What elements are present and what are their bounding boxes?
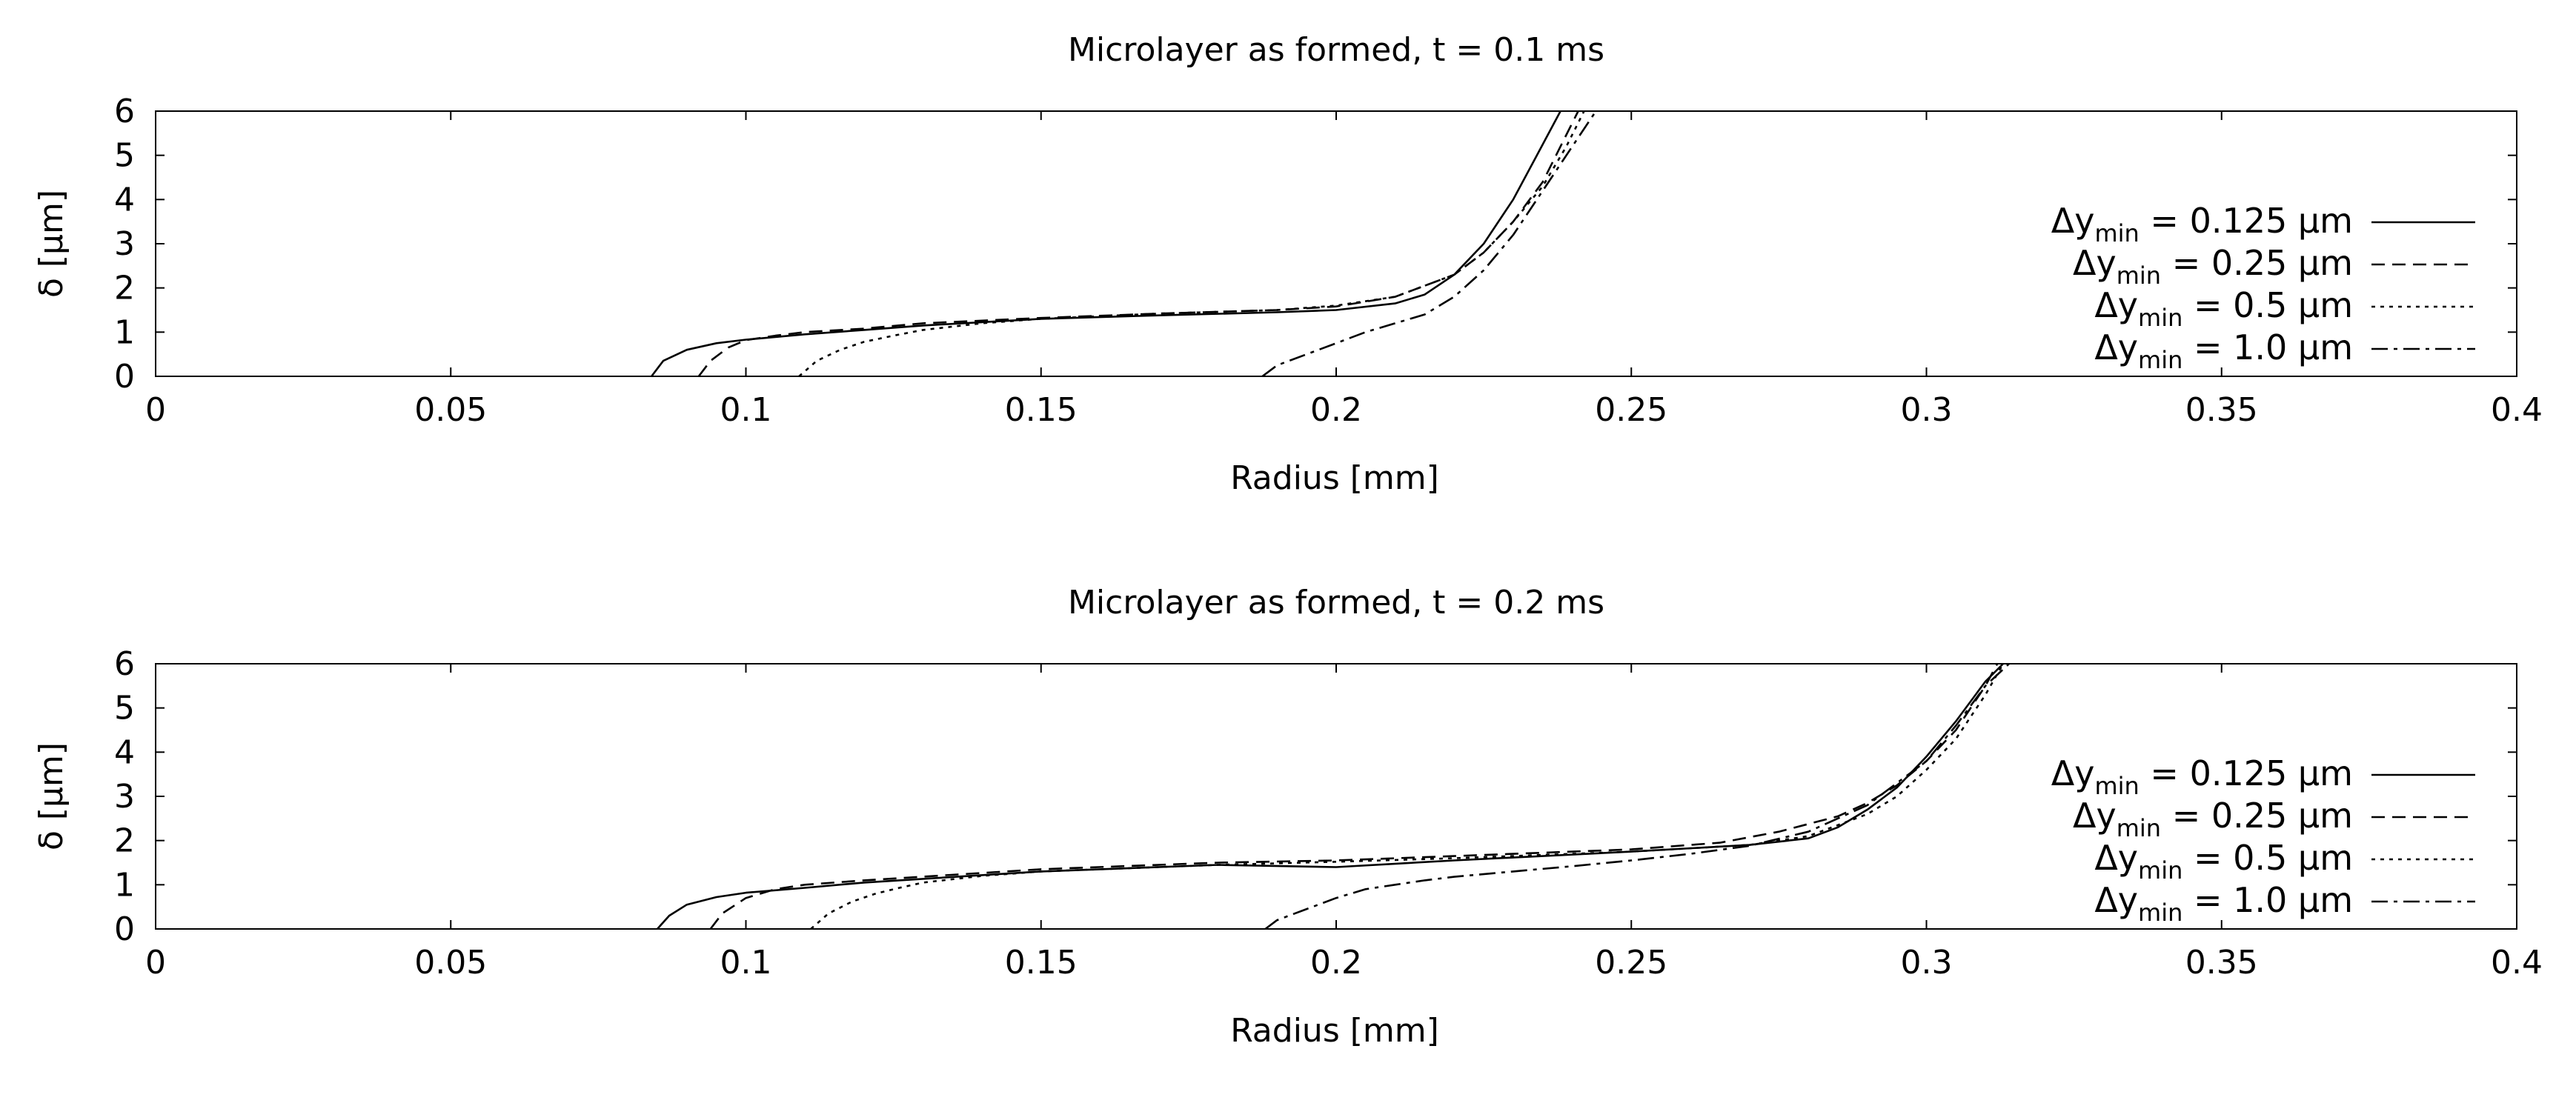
x-tick-label: 0.3	[1901, 391, 1953, 429]
y-tick-label: 5	[114, 137, 135, 175]
legend-label-main: Δy	[2073, 243, 2117, 283]
chart-panel-top: Microlayer as formed, t = 0.1 ms 0 0.05 0.1…	[33, 31, 2543, 497]
y-tick-label: 6	[114, 645, 135, 683]
legend-label-3: Δymin = 0.5 µm	[2094, 838, 2353, 885]
chart-panel-bottom: Microlayer as formed, t = 0.2 ms 0 0.05 0.1…	[0, 553, 2576, 1105]
legend-label-main: Δy	[2051, 753, 2095, 793]
legend-label-subscript: min	[2138, 856, 2182, 885]
legend-label-subscript: min	[2094, 772, 2139, 800]
legend-label-rest: = 1.0 µm	[2182, 880, 2353, 920]
x-tick-label: 0.2	[1310, 391, 1362, 429]
x-tick-label: 0.3	[1901, 944, 1953, 982]
x-axis-label: Radius [mm]	[1230, 1012, 1439, 1050]
x-tick-label: 0.35	[2185, 391, 2258, 429]
series-line-1	[651, 110, 1561, 377]
legend-label-4: Δymin = 1.0 µm	[2094, 327, 2353, 374]
legend-label-rest: = 0.5 µm	[2182, 838, 2353, 878]
legend-label-main: Δy	[2094, 327, 2138, 367]
legend-label-main: Δy	[2051, 201, 2095, 241]
legend-label-rest: = 0.125 µm	[2140, 201, 2353, 241]
legend-label-subscript: min	[2138, 304, 2182, 332]
legend-label-3: Δymin = 0.5 µm	[2094, 285, 2353, 332]
x-tick-label: 0.1	[720, 391, 772, 429]
y-tick-label: 1	[114, 866, 135, 904]
line-chart-bottom: Microlayer as formed, t = 0.2 ms 0 0.05 0.1…	[33, 584, 2543, 1050]
legend-label-2: Δymin = 0.25 µm	[2073, 243, 2353, 290]
chart-title: Microlayer as formed, t = 0.2 ms	[1068, 584, 1604, 622]
x-axis-label: Radius [mm]	[1230, 459, 1439, 497]
x-tick-label: 0.15	[1005, 944, 1078, 982]
x-tick-label: 0.4	[2491, 391, 2543, 429]
legend-label-subscript: min	[2138, 346, 2182, 374]
legend-label-main: Δy	[2073, 796, 2117, 836]
chart-title: Microlayer as formed, t = 0.1 ms	[1068, 31, 1604, 69]
legend-label-main: Δy	[2094, 838, 2138, 878]
x-tick-label: 0.05	[414, 944, 487, 982]
legend-label-rest: = 0.125 µm	[2140, 753, 2353, 793]
legend-label-rest: = 1.0 µm	[2182, 327, 2353, 367]
y-tick-label: 3	[114, 778, 135, 816]
line-chart-top: Microlayer as formed, t = 0.1 ms 0 0.05 0.1…	[33, 31, 2543, 497]
y-tick-label: 3	[114, 225, 135, 263]
series-line-3	[798, 110, 1585, 377]
legend-label-subscript: min	[2138, 899, 2182, 927]
legend-label-subscript: min	[2094, 219, 2139, 247]
y-tick-label: 4	[114, 181, 135, 219]
y-tick-label: 4	[114, 733, 135, 771]
legend-label-main: Δy	[2094, 285, 2138, 325]
legend-label-rest: = 0.25 µm	[2161, 243, 2353, 283]
x-tick-label: 0.1	[720, 944, 772, 982]
y-tick-label: 2	[114, 270, 135, 307]
x-tick-label: 0.15	[1005, 391, 1078, 429]
series-line-3	[810, 663, 2005, 930]
series-line-2	[697, 110, 1579, 377]
x-tick-label: 0.35	[2185, 944, 2258, 982]
y-tick-label: 0	[114, 358, 135, 396]
legend-label-1: Δymin = 0.125 µm	[2051, 753, 2353, 800]
legend-label-rest: = 0.5 µm	[2182, 285, 2353, 325]
legend-label-subscript: min	[2117, 814, 2161, 842]
x-tick-label: 0.25	[1595, 391, 1667, 429]
series-line-1	[657, 663, 2004, 930]
x-tick-label: 0	[145, 391, 166, 429]
y-tick-label: 2	[114, 822, 135, 860]
y-tick-label: 0	[114, 910, 135, 948]
y-tick-label: 6	[114, 93, 135, 130]
legend-label-rest: = 0.25 µm	[2161, 796, 2353, 836]
y-tick-label: 1	[114, 313, 135, 351]
y-axis-label: δ [µm]	[33, 190, 70, 298]
legend-label-1: Δymin = 0.125 µm	[2051, 201, 2353, 247]
y-axis-label: δ [µm]	[33, 742, 70, 850]
x-tick-label: 0.2	[1310, 944, 1362, 982]
y-tick-label: 5	[114, 690, 135, 727]
x-tick-label: 0	[145, 944, 166, 982]
legend-label-subscript: min	[2117, 261, 2161, 290]
legend-label-4: Δymin = 1.0 µm	[2094, 880, 2353, 927]
legend-label-2: Δymin = 0.25 µm	[2073, 796, 2353, 842]
legend-label-main: Δy	[2094, 880, 2138, 920]
x-tick-label: 0.4	[2491, 944, 2543, 982]
x-tick-label: 0.25	[1595, 944, 1667, 982]
x-tick-label: 0.05	[414, 391, 487, 429]
series-line-4	[1264, 663, 2010, 930]
series-line-4	[1261, 110, 1597, 378]
series-line-2	[709, 663, 1999, 930]
